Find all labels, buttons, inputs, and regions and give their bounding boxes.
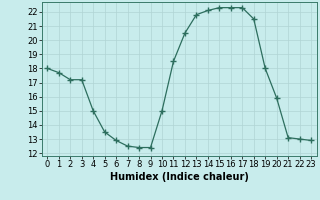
- X-axis label: Humidex (Indice chaleur): Humidex (Indice chaleur): [110, 172, 249, 182]
